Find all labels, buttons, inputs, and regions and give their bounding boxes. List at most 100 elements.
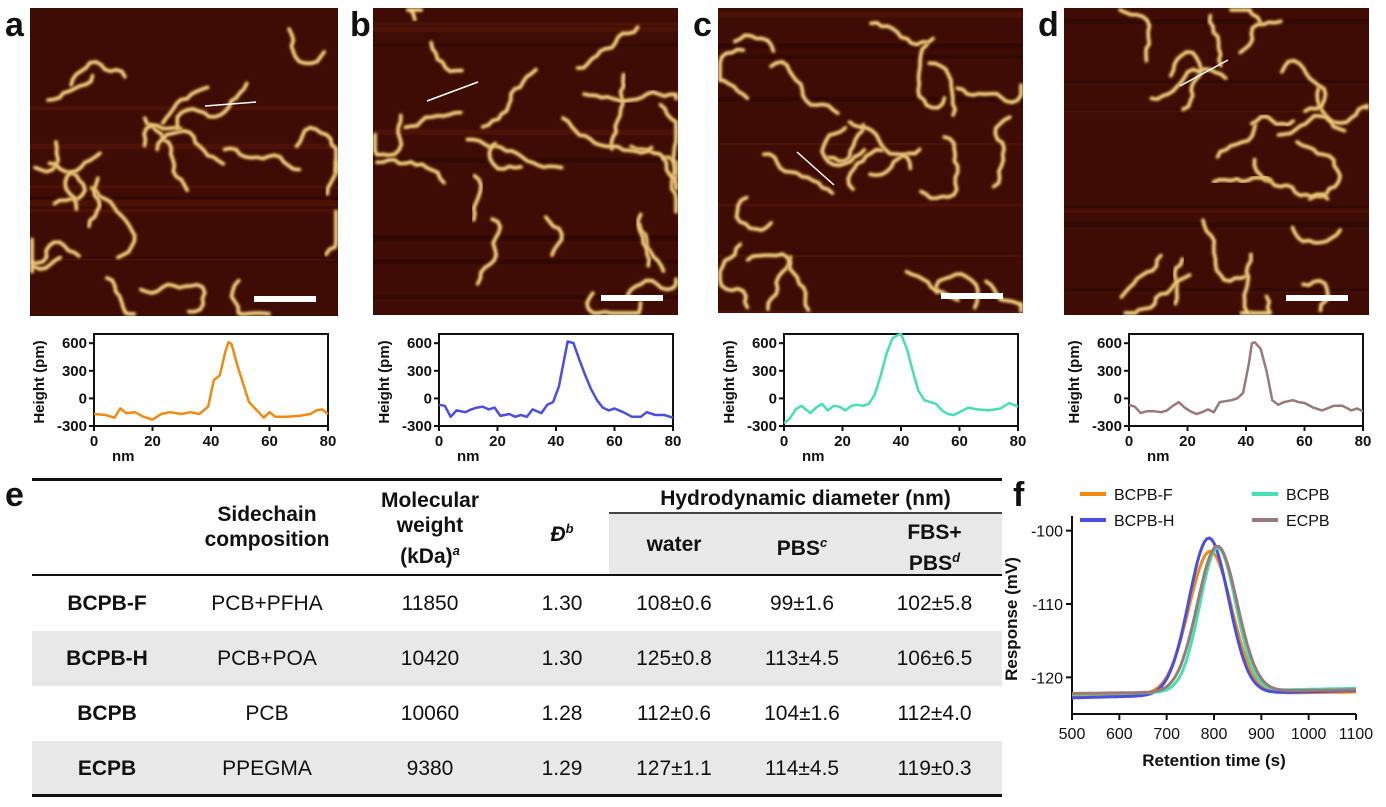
header-mw-1: Molecular [380,489,480,512]
x-tick-label: 40 [893,433,910,450]
series-line-bcpb-h [1071,536,1357,700]
table-cell-water: 125±0.8 [636,647,712,670]
afm-strand [584,290,643,315]
afm-strand [635,212,652,268]
afm-strand [373,113,404,158]
panel-letter-e: e [5,476,24,514]
x-axis-label: Retention time (s) [1142,751,1286,770]
afm-scan-streak [718,54,1023,59]
header-pbs-sup: c [819,535,828,550]
afm-scan-streak [1064,110,1369,113]
header-fbs-sup: d [952,550,961,565]
x-tick-label: 700 [1153,726,1180,743]
afm-scan-streak [1064,205,1369,209]
x-axis-label: nm [802,448,825,465]
header-dispersity-sup: b [565,521,574,536]
y-tick-label: 300 [407,363,432,380]
y-tick-label: -100 [1031,524,1063,541]
table-bottom-rule [32,794,1002,797]
table-cell-name: BCPB-F [67,592,147,615]
x-tick-label: 1000 [1291,726,1327,743]
afm-strand [1119,253,1164,300]
afm-scan-streak [30,199,338,204]
afm-strand [68,59,128,88]
afm-scan-streak [1064,108,1369,112]
table-cell-sidechain: PCB+PFHA [211,592,323,615]
table-cell-fbs: 102±5.8 [896,592,973,615]
afm-strand [138,282,208,314]
y-tick-label: 300 [752,363,777,380]
table-cell-name: ECPB [77,757,137,780]
panel-letter-b: b [350,6,371,44]
x-tick-label: 20 [1179,433,1196,450]
y-axis-label: Height (pm) [1066,340,1083,423]
afm-strand [374,157,447,185]
y-tick-label: 0 [769,390,777,407]
afm-strand [825,122,866,164]
x-tick-label: 20 [489,433,506,450]
header-dispersity: Đ [550,523,566,546]
afm-strand [819,125,867,168]
x-tick-label: 1100 [1339,726,1374,743]
afm-strand [405,8,424,22]
afm-strand [1300,278,1331,313]
legend-label: ECPB [1286,513,1330,530]
afm-strand [1237,19,1284,55]
panel-letter-d: d [1038,6,1059,44]
table-cell-fbs: 106±6.5 [896,647,973,670]
afm-scan-streak [373,237,678,242]
afm-scan-streak [718,96,1023,102]
header-pbs: PBS [776,537,820,560]
afm-strand [480,67,539,130]
table-cell-water: 108±0.6 [636,592,712,615]
afm-strand [1279,58,1328,114]
afm-scan-streak [718,11,1023,18]
table-header-rule [32,574,1002,576]
afm-strand [86,175,103,229]
x-tick-label: 600 [1106,726,1133,743]
afm-scan-streak [1064,288,1369,292]
afm-strand [581,89,678,104]
panel-letter-c: c [693,6,712,44]
afm-strand [45,73,95,103]
afm-strand [847,119,913,171]
profile-series-line [783,332,1019,425]
table-cell-mw: 10420 [400,647,460,670]
afm-strand [154,128,226,167]
y-tick-label: 0 [79,390,87,407]
profile-series-line [93,341,329,421]
afm-strand [286,26,327,66]
afm-strand [30,237,82,266]
afm-strand [625,276,678,298]
afm-strand [732,32,776,54]
afm-scan-streak [373,259,678,264]
afm-strand [954,82,1023,105]
afm-strand [160,85,210,126]
afm-strand [1249,114,1296,127]
afm-image-a [30,8,338,316]
afm-strand [465,137,564,170]
afm-image-c [718,8,1023,313]
afm-strand [104,275,137,316]
x-tick-label: 20 [834,433,851,450]
afm-strand [1207,13,1224,68]
afm-strand [471,173,484,223]
table-cell-pbs: 99±1.6 [769,592,835,615]
afm-scan-streak [718,310,1023,313]
x-tick-label: 80 [320,433,337,450]
x-tick-label: 900 [1248,726,1275,743]
legend-label: BCPB [1286,487,1330,504]
afm-strand [868,20,936,47]
afm-scan-streak [718,203,1023,207]
y-tick-label: 0 [1114,390,1122,407]
afm-strand [761,151,835,196]
afm-strand [734,195,774,233]
afm-strand [487,141,524,172]
panel-letter-a: a [5,6,24,44]
profile-line [204,101,257,107]
afm-strand [718,47,750,101]
afm-scan-streak [373,43,678,47]
x-tick-label: 40 [548,433,565,450]
profile-line [426,81,479,102]
